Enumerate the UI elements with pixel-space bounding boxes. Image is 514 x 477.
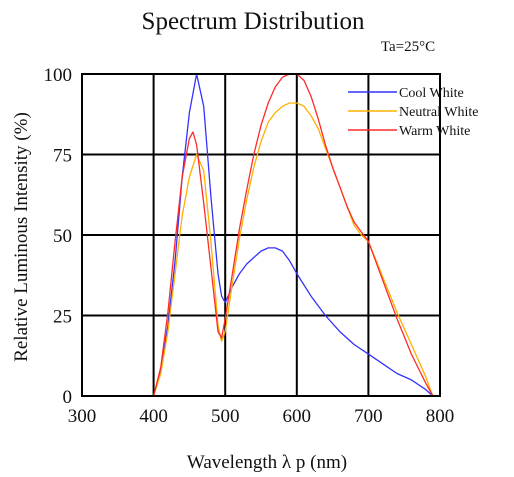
legend-label-cool-white: Cool White: [399, 86, 464, 101]
x-tick-label: 500: [211, 406, 240, 427]
y-axis-label: Relative Luminous Intensity (%): [11, 112, 32, 362]
legend-label-warm-white: Warm White: [399, 124, 470, 139]
y-tick-label: 100: [44, 65, 73, 86]
y-tick-label: 50: [53, 226, 72, 247]
x-tick-label: 600: [283, 406, 312, 427]
x-axis-label: Wavelength λ p (nm): [187, 452, 347, 473]
chart-title: Spectrum Distribution: [142, 8, 365, 35]
x-tick-label: 800: [426, 406, 455, 427]
chart-subtitle: Ta=25°C: [381, 39, 435, 55]
x-tick-label: 400: [139, 406, 168, 427]
series-line-neutral-white: [152, 102, 434, 397]
y-tick-label: 75: [53, 146, 72, 167]
grid: [82, 74, 440, 396]
x-tick-label: 300: [68, 406, 97, 427]
legend: Cool White Neutral White Warm White: [348, 86, 478, 139]
series-lines: [152, 73, 434, 397]
y-tick-label: 0: [63, 387, 73, 408]
x-tick-label: 700: [354, 406, 383, 427]
series-line-cool-white: [152, 73, 434, 397]
legend-label-neutral-white: Neutral White: [399, 105, 478, 120]
plot-frame: [81, 73, 441, 397]
series-line-warm-white: [152, 73, 434, 397]
y-tick-label: 25: [53, 307, 72, 328]
tick-labels: 300 400 500 600 700 800 0 25 50 75 100: [44, 65, 455, 427]
